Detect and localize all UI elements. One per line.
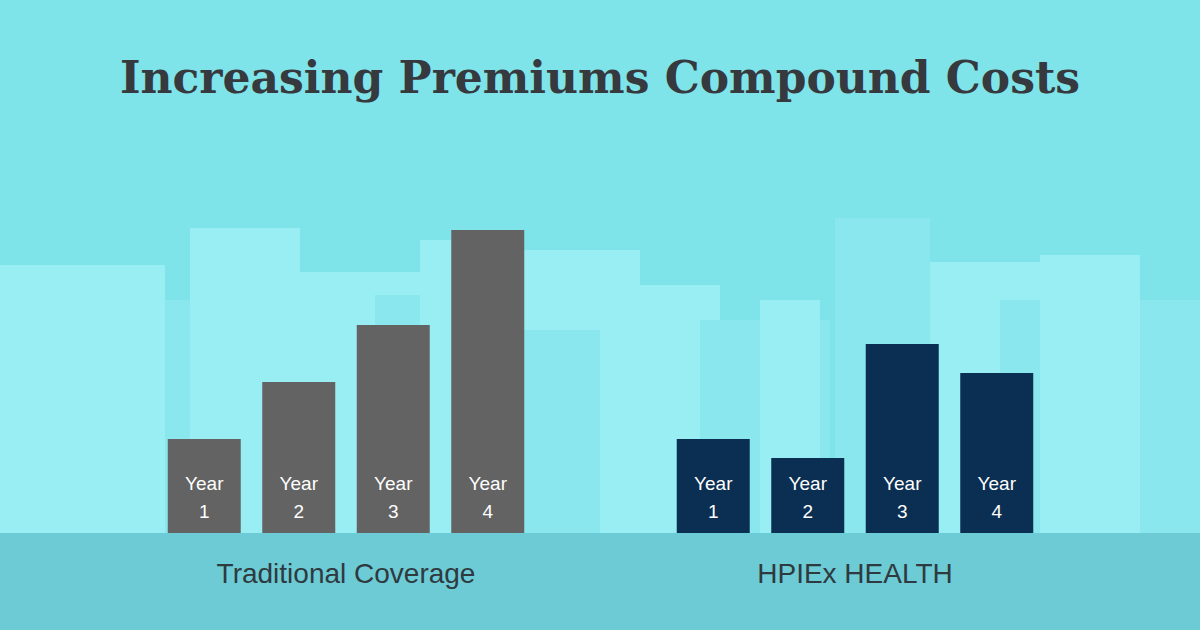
svg-text:1: 1	[708, 501, 719, 522]
svg-text:Increasing Premiums Compound C: Increasing Premiums Compound Costs	[120, 52, 1080, 103]
svg-text:Year: Year	[185, 473, 224, 494]
svg-text:Year: Year	[978, 473, 1017, 494]
svg-text:1: 1	[199, 501, 210, 522]
svg-text:Year: Year	[374, 473, 413, 494]
svg-text:2: 2	[293, 501, 304, 522]
svg-text:4: 4	[482, 501, 493, 522]
svg-text:2: 2	[802, 501, 813, 522]
svg-text:3: 3	[897, 501, 908, 522]
svg-text:Year: Year	[280, 473, 319, 494]
svg-text:HPIEx HEALTH: HPIEx HEALTH	[757, 558, 953, 589]
svg-text:Traditional Coverage: Traditional Coverage	[217, 558, 476, 589]
svg-text:Year: Year	[789, 473, 828, 494]
svg-text:4: 4	[991, 501, 1002, 522]
svg-text:3: 3	[388, 501, 399, 522]
svg-text:Year: Year	[694, 473, 733, 494]
svg-text:Year: Year	[469, 473, 508, 494]
svg-text:Year: Year	[883, 473, 922, 494]
